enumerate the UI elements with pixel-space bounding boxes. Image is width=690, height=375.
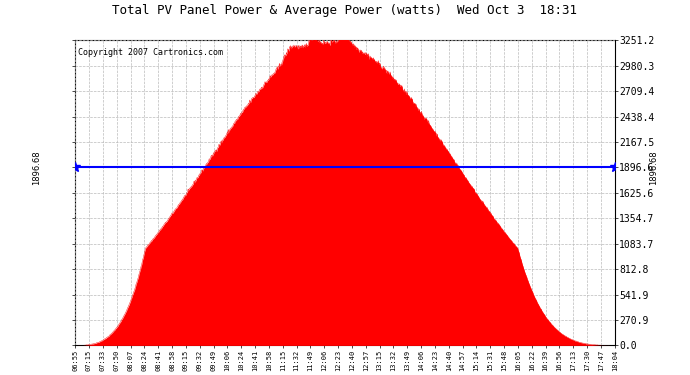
Text: Total PV Panel Power & Average Power (watts)  Wed Oct 3  18:31: Total PV Panel Power & Average Power (wa… xyxy=(112,4,578,17)
Text: Copyright 2007 Cartronics.com: Copyright 2007 Cartronics.com xyxy=(78,48,223,57)
Text: 1896.68: 1896.68 xyxy=(32,150,41,185)
Text: 1896.68: 1896.68 xyxy=(649,150,658,185)
